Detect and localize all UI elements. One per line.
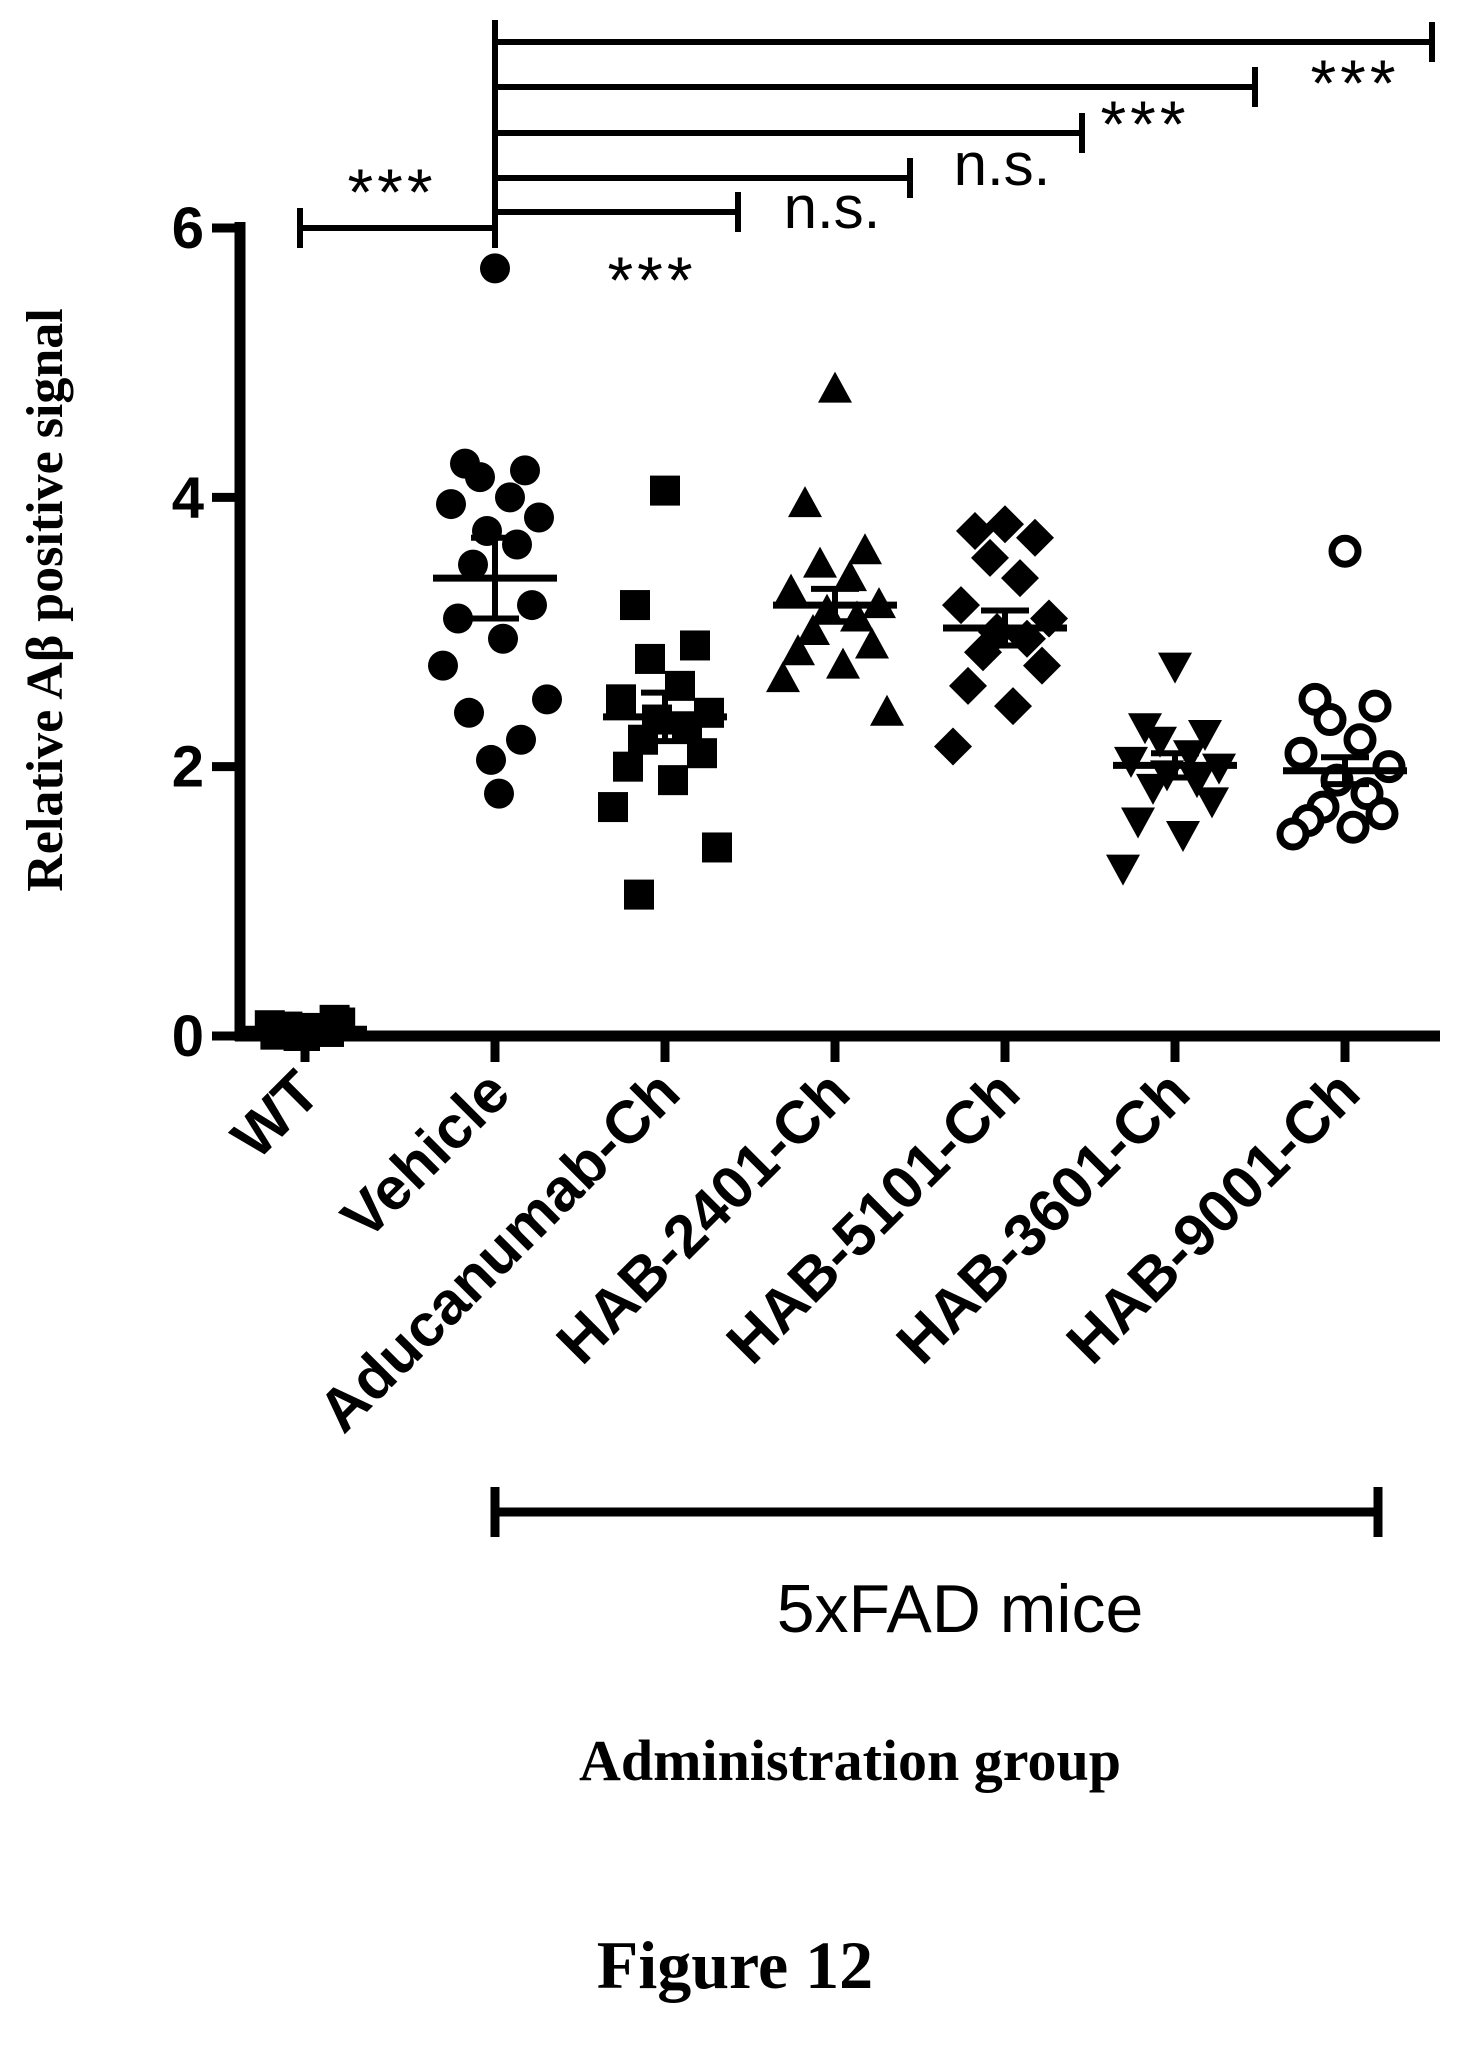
significance-label: ***: [347, 155, 436, 229]
data-point: [1195, 787, 1229, 819]
data-point: [870, 694, 904, 726]
data-point: [484, 778, 514, 809]
data-point: [1365, 797, 1399, 831]
data-point: [1284, 736, 1318, 770]
data-point: [934, 727, 972, 766]
data-point: [454, 697, 484, 728]
data-point: [650, 475, 680, 506]
data-point: [1343, 723, 1377, 757]
data-point: [506, 724, 536, 755]
data-point: [994, 687, 1032, 726]
data-point: [942, 586, 980, 625]
data-point: [517, 590, 547, 621]
data-points: [243, 253, 1407, 1051]
data-point: [458, 549, 488, 580]
data-point: [613, 751, 643, 782]
data-point: [1328, 534, 1362, 568]
significance-brackets: *** *** n.s. n.s. *** ***: [297, 20, 1435, 317]
data-point: [1358, 689, 1392, 723]
data-point: [665, 670, 695, 701]
axes: 0246WTVehicleAducanumab-ChHAB-2401-ChHAB…: [172, 196, 1440, 1537]
significance-label: ***: [1100, 87, 1189, 161]
data-point: [1106, 854, 1140, 886]
data-point: [495, 482, 525, 513]
data-point: [1372, 750, 1406, 784]
data-point: [986, 505, 1024, 544]
group-label: 5xFAD mice: [777, 1571, 1144, 1647]
data-point: [620, 590, 650, 621]
data-point: [502, 529, 532, 560]
data-point: [848, 533, 882, 565]
y-tick-label: 4: [172, 465, 204, 530]
labels: Relative Aβ positive signal 5xFAD mice A…: [17, 308, 1143, 2003]
data-point: [855, 627, 889, 659]
data-point: [428, 650, 458, 681]
data-point: [606, 684, 636, 715]
data-point: [598, 792, 628, 823]
significance-label: ***: [1310, 46, 1399, 120]
y-tick-label: 0: [172, 1004, 204, 1069]
x-tick-label: HAB-5101-Ch: [714, 1058, 1032, 1376]
data-point: [1313, 703, 1347, 737]
data-point: [524, 502, 554, 533]
data-point: [443, 603, 473, 634]
data-point: [702, 832, 732, 863]
data-point: [766, 661, 800, 693]
data-point: [658, 765, 688, 796]
significance-label: n.s.: [954, 131, 1051, 198]
data-point: [532, 684, 562, 715]
data-point: [818, 371, 852, 403]
data-point: [687, 738, 717, 769]
data-point: [465, 462, 495, 493]
y-tick-label: 2: [172, 735, 204, 800]
data-point: [803, 546, 837, 578]
data-point: [1023, 646, 1061, 685]
data-point: [1276, 817, 1310, 851]
data-point: [476, 744, 506, 775]
data-point: [635, 643, 665, 674]
data-point: [1188, 720, 1222, 751]
data-point: [826, 647, 860, 679]
figure-caption: Figure 12: [597, 1927, 873, 2003]
data-point: [1136, 773, 1170, 805]
data-point: [624, 879, 654, 910]
x-tick-label: HAB-9001-Ch: [1054, 1058, 1372, 1376]
data-point: [1158, 652, 1192, 684]
x-tick-label: HAB-3601-Ch: [884, 1058, 1202, 1376]
data-point: [1121, 807, 1155, 839]
x-axis-label: Administration group: [579, 1728, 1121, 1793]
data-point: [1166, 821, 1200, 852]
data-point: [774, 573, 808, 605]
y-tick-label: 6: [172, 196, 204, 261]
data-point: [781, 634, 815, 666]
data-point: [949, 666, 987, 705]
data-point: [833, 560, 867, 592]
data-point: [956, 512, 994, 550]
data-point: [510, 455, 540, 486]
data-point: [788, 486, 822, 518]
data-point: [971, 538, 1009, 577]
data-point: [436, 489, 466, 520]
data-point: [796, 614, 830, 645]
data-point: [1143, 726, 1177, 758]
data-point: [1336, 810, 1370, 844]
data-point: [488, 623, 518, 654]
data-point: [680, 630, 710, 661]
data-point: [1001, 559, 1039, 598]
x-tick-label: WT: [219, 1058, 332, 1171]
significance-label: ***: [607, 243, 696, 317]
y-axis-label: Relative Aβ positive signal: [17, 308, 74, 892]
significance-label: n.s.: [784, 174, 881, 241]
data-point: [480, 253, 510, 284]
data-point: [1202, 753, 1236, 785]
x-tick-label: HAB-2401-Ch: [544, 1058, 862, 1376]
data-point: [1016, 518, 1054, 557]
